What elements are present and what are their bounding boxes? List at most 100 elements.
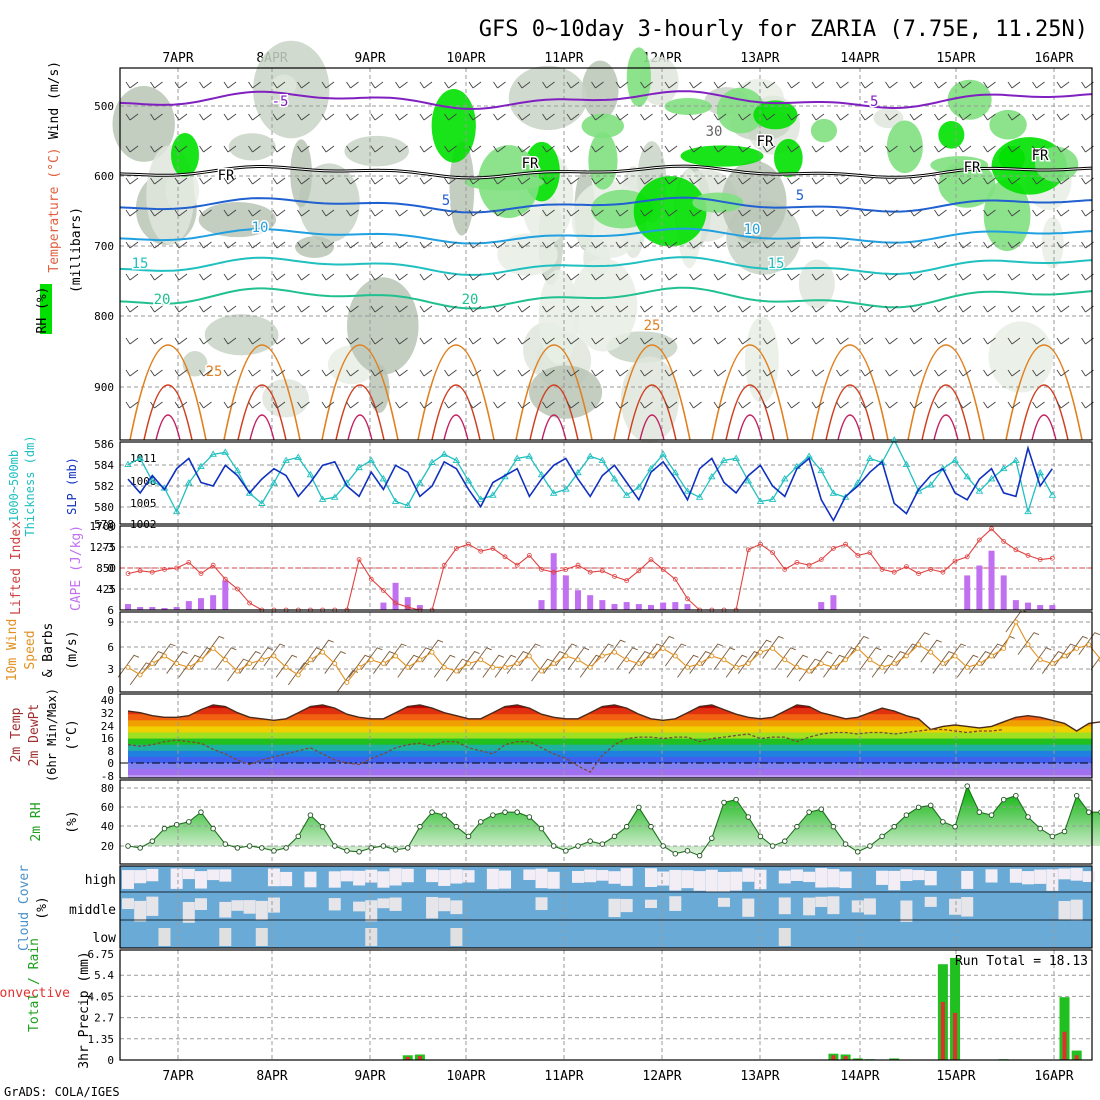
- thickness-marker: [780, 475, 789, 482]
- wind10m-barb: [470, 647, 492, 671]
- wind10m-barb: [1090, 656, 1100, 671]
- wind-barb: [1032, 113, 1045, 121]
- wind-barb: [223, 177, 237, 185]
- wind-barb: [934, 81, 947, 89]
- wind-barb: [811, 113, 825, 121]
- lifted-index-marker: [1049, 555, 1055, 561]
- cape-bar: [125, 604, 131, 610]
- wind10m-marker: [976, 661, 982, 667]
- cloud-middle-cell: [450, 900, 463, 915]
- temp-contour-35: [1031, 414, 1057, 441]
- wind10m-marker: [441, 664, 447, 670]
- wind-barb: [934, 273, 947, 281]
- cloud-low-cell: [158, 928, 171, 946]
- day-label-bottom: 10APR: [446, 1069, 485, 1084]
- wind10m-barb: [956, 654, 979, 678]
- wind-barb: [346, 241, 359, 249]
- thickness-marker: [330, 493, 339, 500]
- wind10m-marker: [891, 661, 897, 667]
- rh2m-marker: [806, 809, 812, 815]
- wind-barb: [199, 209, 212, 217]
- cape-bar: [575, 590, 582, 610]
- cloud-high-cell: [815, 868, 828, 888]
- wind-barb: [321, 369, 335, 377]
- wind-barb: [346, 337, 359, 345]
- wind-barb: [615, 369, 629, 377]
- wind-barb: [297, 337, 310, 345]
- cloud-high-cell: [426, 869, 439, 883]
- lifted-index-marker: [247, 600, 253, 606]
- contour-label: 5: [442, 193, 450, 209]
- wind-barb: [248, 209, 261, 217]
- wind-barb: [836, 241, 849, 249]
- lifted-index-marker: [745, 547, 751, 553]
- wind-barb: [958, 305, 972, 313]
- wind-barb: [1032, 145, 1045, 153]
- rh-high-shading: [753, 100, 798, 130]
- wind-barb: [321, 81, 335, 89]
- wind-barb: [223, 113, 237, 121]
- cloud-low-cell: [450, 928, 463, 946]
- contour-label: 10: [744, 222, 761, 238]
- cloud-high-cell: [134, 870, 147, 884]
- thickness-marker: [379, 475, 388, 482]
- thickness-marker: [635, 483, 643, 490]
- cape-bar: [976, 565, 983, 610]
- precip-total-bar: [1071, 1050, 1082, 1060]
- cape-bar: [623, 602, 630, 610]
- wind-barb: [885, 145, 898, 153]
- wind-barb: [444, 369, 457, 377]
- wind-barb: [125, 113, 139, 121]
- thickness-marker: [610, 475, 619, 482]
- rh2m-marker: [1061, 828, 1068, 835]
- wind10m-marker: [1037, 657, 1043, 663]
- wind-barb: [1056, 369, 1070, 377]
- wind-barb: [738, 241, 751, 249]
- thickness-marker: [671, 468, 680, 476]
- cape-bar: [647, 605, 654, 610]
- wind-barb: [346, 113, 359, 121]
- cloud-level-label: low: [93, 931, 117, 946]
- wind-barb: [958, 337, 972, 345]
- contour-label: 20: [154, 292, 171, 308]
- precip-convective-bar: [417, 1056, 422, 1060]
- wind-barb: [125, 401, 139, 409]
- wind10m-marker: [295, 672, 301, 678]
- thickness-marker: [197, 462, 205, 470]
- rh-shading: [295, 236, 334, 259]
- wind-barb: [591, 81, 604, 89]
- wind-barb: [370, 113, 384, 121]
- axis-tick-label: 600: [94, 170, 114, 183]
- footer-credit: GrADS: COLA/IGES: [4, 1085, 120, 1099]
- chart-title: GFS 0~10day 3-hourly for ZARIA (7.75E, 1…: [479, 17, 1088, 42]
- axis-tick-label: 80: [101, 782, 114, 795]
- lifted-index-marker: [976, 537, 982, 543]
- wind-barb: [150, 305, 163, 313]
- temp2m-band: [128, 744, 1092, 752]
- wind-barb: [860, 401, 874, 409]
- wind-barb: [223, 145, 237, 153]
- temp-contour-30: [431, 384, 481, 441]
- rh2m-marker: [940, 819, 946, 825]
- thickness-marker: [1024, 507, 1032, 515]
- wind-barb: [811, 145, 825, 153]
- temp-contour-25: [811, 344, 889, 441]
- rh-shading: [228, 133, 276, 161]
- wind10m-barb: [141, 651, 164, 674]
- wind-barb: [860, 305, 874, 313]
- wind-barb: [395, 369, 408, 377]
- cloud-high-cell: [1082, 871, 1095, 882]
- thickness-marker: [659, 450, 667, 457]
- cloud-middle-cell: [803, 897, 816, 916]
- wind-barb: [591, 177, 604, 185]
- cloud-high-cell: [754, 869, 767, 890]
- wind10m-marker: [332, 661, 338, 667]
- wind10m-marker: [612, 649, 617, 655]
- rh2m-marker: [830, 823, 837, 830]
- cloud-middle-cell: [608, 898, 621, 918]
- axis-tick-label: 0: [107, 562, 114, 575]
- rh2m-marker: [891, 823, 897, 830]
- cloud-high-cell: [1070, 868, 1083, 881]
- cloud-frame: [119, 865, 1093, 949]
- wind-barb: [787, 81, 800, 89]
